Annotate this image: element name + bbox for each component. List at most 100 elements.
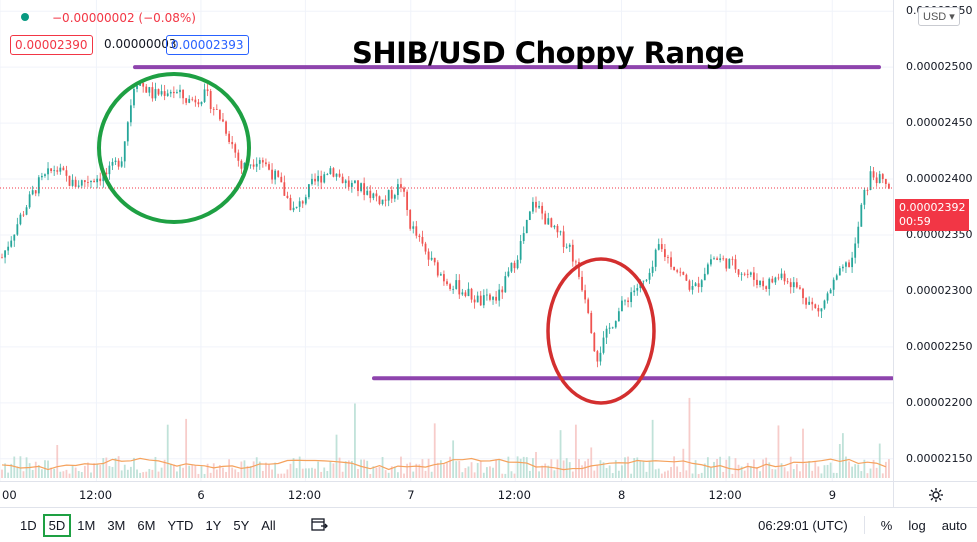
candle-body [34, 190, 37, 194]
volume-bar [734, 458, 737, 478]
candle-body [10, 240, 13, 247]
chart-area[interactable]: −0.00000002 (−0.08%) 0.00002390 0.000000… [0, 0, 894, 481]
candle-body [289, 197, 292, 211]
candle-body [231, 141, 234, 145]
candle-body [446, 281, 448, 285]
volume-bar [31, 469, 34, 478]
log-toggle[interactable]: log [908, 517, 926, 533]
candle-body [565, 246, 568, 248]
range-button-ytd[interactable]: YTD [167, 517, 194, 533]
volume-bar [145, 471, 148, 478]
candle-body [292, 207, 295, 211]
volume-bar [495, 459, 498, 478]
auto-toggle[interactable]: auto [941, 517, 967, 533]
settings-button[interactable] [893, 481, 977, 508]
range-button-5d[interactable]: 5D [42, 513, 72, 537]
last-price-tag: 0.00002392 00:59 [895, 199, 970, 231]
volume-bar [743, 470, 746, 478]
volume-bar [786, 471, 789, 478]
volume-bar [446, 462, 448, 478]
ask-price[interactable]: 0.00002393 [166, 35, 249, 55]
candle-body [360, 183, 362, 191]
volume-bar [627, 456, 629, 478]
volume-bar [249, 466, 252, 478]
candle-body [47, 168, 49, 175]
volume-bar [53, 468, 56, 478]
volume-bar [789, 456, 792, 478]
volume-bar [277, 473, 280, 478]
range-button-6m[interactable]: 6M [137, 517, 156, 533]
chevron-down-icon: ▾ [949, 11, 955, 23]
volume-bar [685, 470, 688, 478]
candle-body [473, 299, 476, 303]
candle-body [783, 273, 786, 282]
candle-body [826, 293, 829, 301]
date-range-icon[interactable] [310, 516, 328, 535]
candle-body [347, 180, 350, 187]
currency-dropdown[interactable]: USD ▾ [918, 7, 960, 26]
volume-bar [255, 457, 258, 478]
percent-toggle[interactable]: % [880, 517, 893, 533]
candle-body [611, 327, 614, 329]
candle-body [427, 251, 430, 260]
volume-bar [136, 469, 138, 478]
candle-body [571, 244, 574, 262]
volume-bar [439, 460, 442, 478]
candle-body [608, 327, 611, 329]
bid-price[interactable]: 0.00002390 [10, 35, 93, 55]
range-button-all[interactable]: All [261, 517, 276, 533]
volume-bar [77, 471, 80, 478]
candle-body [31, 190, 34, 195]
candle-body [688, 280, 691, 290]
candle-body [387, 190, 390, 201]
candle-body [304, 197, 307, 204]
candle-body [59, 167, 62, 172]
volume-bar [697, 473, 700, 478]
volume-bar [811, 470, 814, 478]
volume-bar [467, 466, 470, 478]
candle-body [4, 250, 6, 258]
candle-body [363, 183, 366, 195]
range-button-3m[interactable]: 3M [107, 517, 126, 533]
candle-body [706, 264, 709, 274]
volume-bar [574, 424, 577, 478]
candle-body [234, 144, 237, 153]
candle-body [206, 89, 209, 92]
candle-body [627, 300, 629, 303]
volume-bar [22, 471, 25, 478]
candle-body [255, 163, 258, 167]
candle-body [532, 201, 534, 212]
candle-body [605, 328, 608, 338]
candle-body [599, 352, 602, 362]
candle-body [676, 270, 679, 272]
volume-bar [157, 471, 160, 478]
volume-bar [166, 424, 169, 478]
price-chart[interactable] [0, 0, 894, 481]
range-button-1m[interactable]: 1M [77, 517, 96, 533]
candle-body [412, 226, 415, 229]
volume-bar [719, 456, 722, 478]
candle-body [372, 193, 375, 199]
volume-bar [424, 470, 427, 478]
range-button-5y[interactable]: 5Y [233, 517, 250, 533]
candle-body [133, 88, 135, 106]
candle-body [179, 89, 181, 93]
volume-bar [756, 467, 758, 478]
clock[interactable]: 06:29:01 (UTC) [758, 517, 848, 533]
candle-body [335, 173, 338, 177]
volume-bar [614, 460, 617, 478]
candle-body [525, 219, 528, 234]
candle-body [479, 295, 482, 306]
volume-bar [722, 471, 725, 478]
volume-bar [676, 466, 679, 478]
candle-body [99, 178, 102, 182]
volume-bar [323, 467, 326, 478]
price-axis[interactable]: 0.000025500.000025000.000024500.00002400… [893, 0, 977, 481]
time-axis[interactable]: 00 12:00 6 12:00 7 12:00 8 12:00 9 [0, 481, 893, 508]
candle-body [771, 278, 774, 283]
candle-body [731, 258, 734, 260]
candle-body [878, 174, 881, 184]
range-button-1d[interactable]: 1D [20, 517, 37, 533]
volume-bar [387, 472, 390, 478]
range-button-1y[interactable]: 1Y [205, 517, 222, 533]
